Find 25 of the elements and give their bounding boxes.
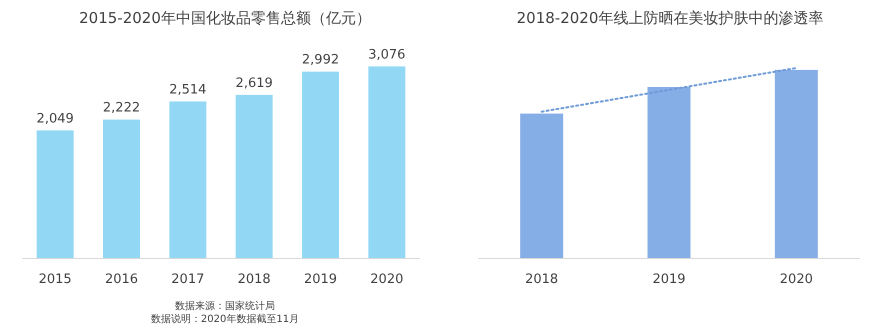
x-tick-label: 2020 [370, 272, 404, 287]
bar [302, 72, 339, 258]
bar [36, 130, 74, 258]
bar [236, 94, 273, 258]
source-note: 数据来源：国家统计局 [175, 300, 275, 312]
x-tick-label: 2019 [652, 272, 686, 287]
data-label: 2,222 [102, 100, 140, 116]
chart-title: 2018-2020年线上防晒在美妆护肤中的渗透率 [516, 9, 824, 27]
x-tick-label: 2016 [104, 272, 138, 287]
data-label: 2,049 [36, 111, 74, 126]
x-tick-label: 2015 [38, 272, 72, 287]
bar [103, 120, 140, 258]
text: 数据说明：2020年数据截至11月 [150, 313, 300, 325]
data-label: 2,514 [169, 82, 206, 98]
data-label: 2,992 [302, 52, 340, 68]
data-label: 2,619 [236, 76, 273, 91]
x-tick-label: 2020 [780, 272, 813, 287]
bar [368, 66, 406, 258]
x-tick-label: 2018 [238, 272, 271, 287]
x-tick-label: 2019 [304, 272, 338, 287]
x-tick-label: 2018 [525, 272, 558, 287]
x-tick-label: 2017 [171, 272, 204, 287]
bar [169, 101, 206, 258]
chart-title: 2015-2020年中国化妆品零售总额（亿元） [79, 9, 371, 27]
data-label: 3,076 [368, 47, 406, 62]
